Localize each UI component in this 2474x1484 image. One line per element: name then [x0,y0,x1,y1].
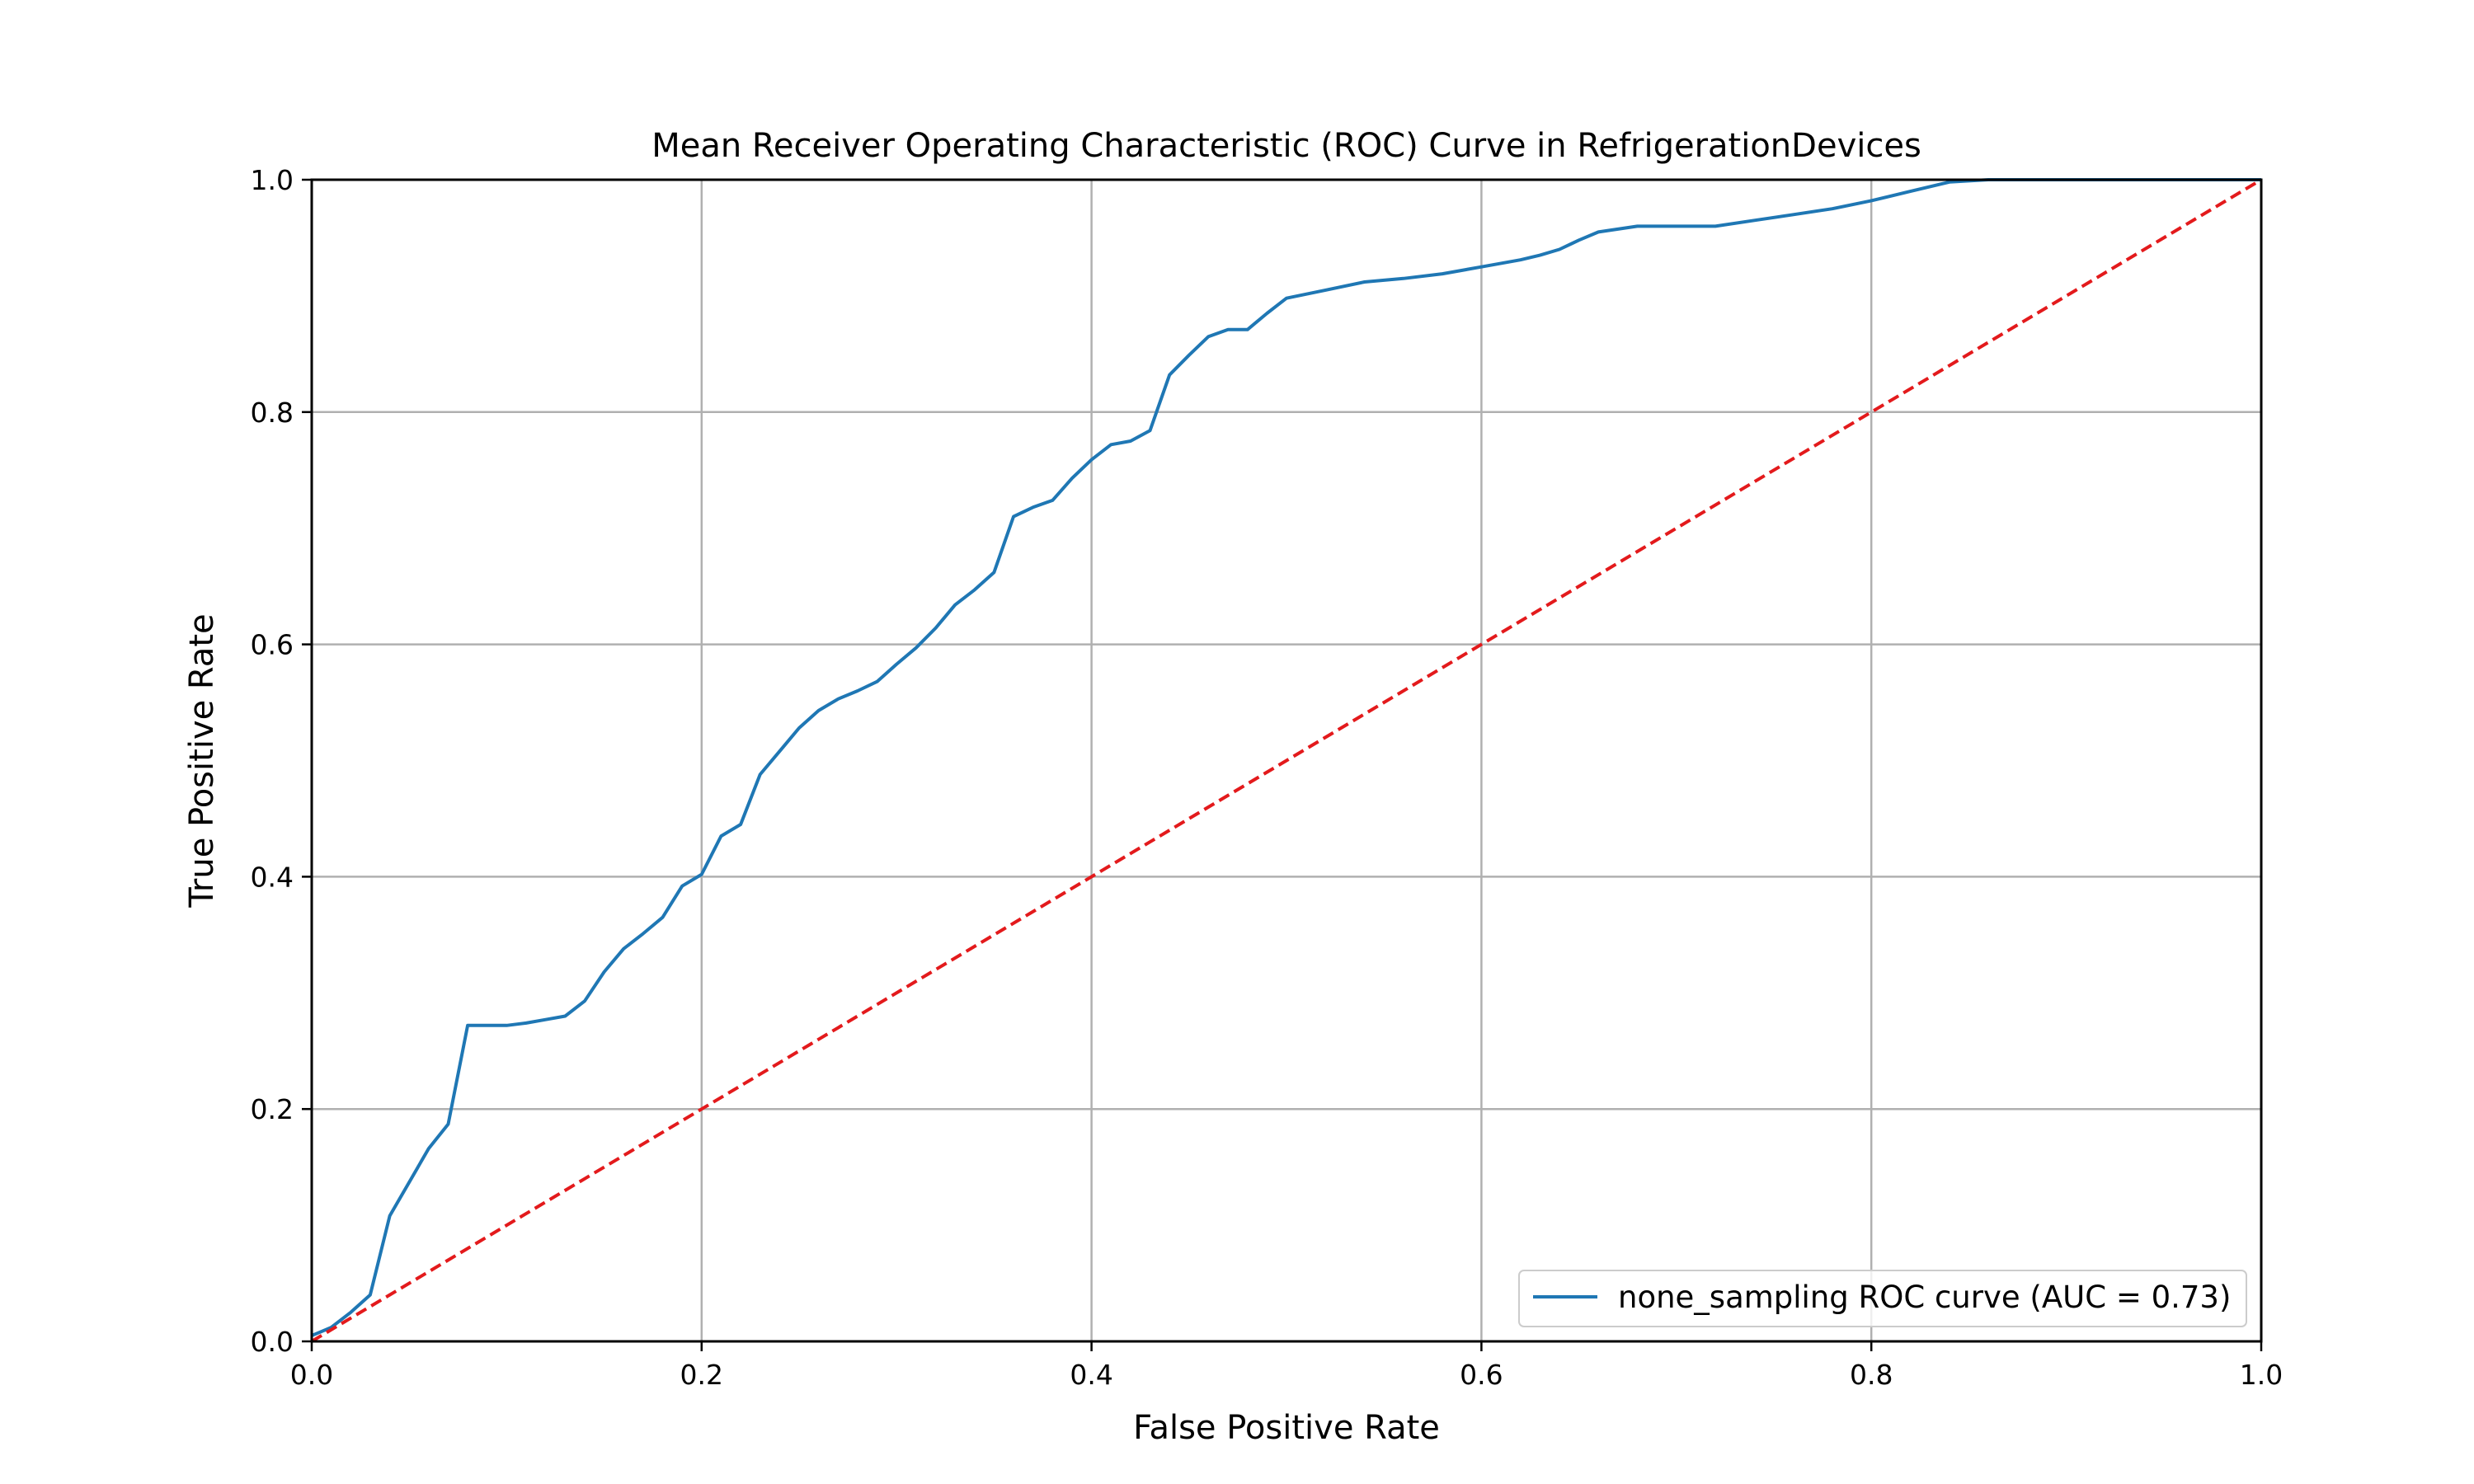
legend-label-roc-curve: none_sampling ROC curve (AUC = 0.73) [1618,1280,2231,1315]
series-layer [310,178,2263,1343]
x-tick-label: 1.0 [2240,1359,2283,1391]
x-tick-label: 0.8 [1850,1359,1893,1391]
x-tick-label: 0.2 [680,1359,723,1391]
legend: none_sampling ROC curve (AUC = 0.73) [1518,1270,2247,1327]
y-tick-label: 0.6 [251,629,294,661]
x-tick-label: 0.0 [290,1359,333,1391]
x-tick-label: 0.6 [1460,1359,1503,1391]
y-tick-label: 0.0 [251,1326,294,1358]
roc-curve-line [311,178,2261,1337]
x-tick-label: 0.4 [1070,1359,1112,1391]
axis-ticks: 0.0 0.2 0.4 0.6 0.8 1.0 0.0 0.2 0.4 0.6 0.8 1.0 [251,164,2284,1391]
y-tick-label: 0.2 [251,1093,294,1125]
chance-diagonal-line [310,178,2263,1343]
y-tick-label: 1.0 [251,164,294,196]
y-tick-label: 0.4 [251,861,294,893]
plot-frame [310,178,2263,1343]
chart-title: Mean Receiver Operating Characteristic (… [651,127,1921,165]
x-axis-label: False Positive Rate [1133,1409,1440,1447]
legend-box [1518,1270,2247,1327]
y-tick-label: 0.8 [251,397,294,429]
y-axis-label: True Positive Rate [183,613,221,908]
